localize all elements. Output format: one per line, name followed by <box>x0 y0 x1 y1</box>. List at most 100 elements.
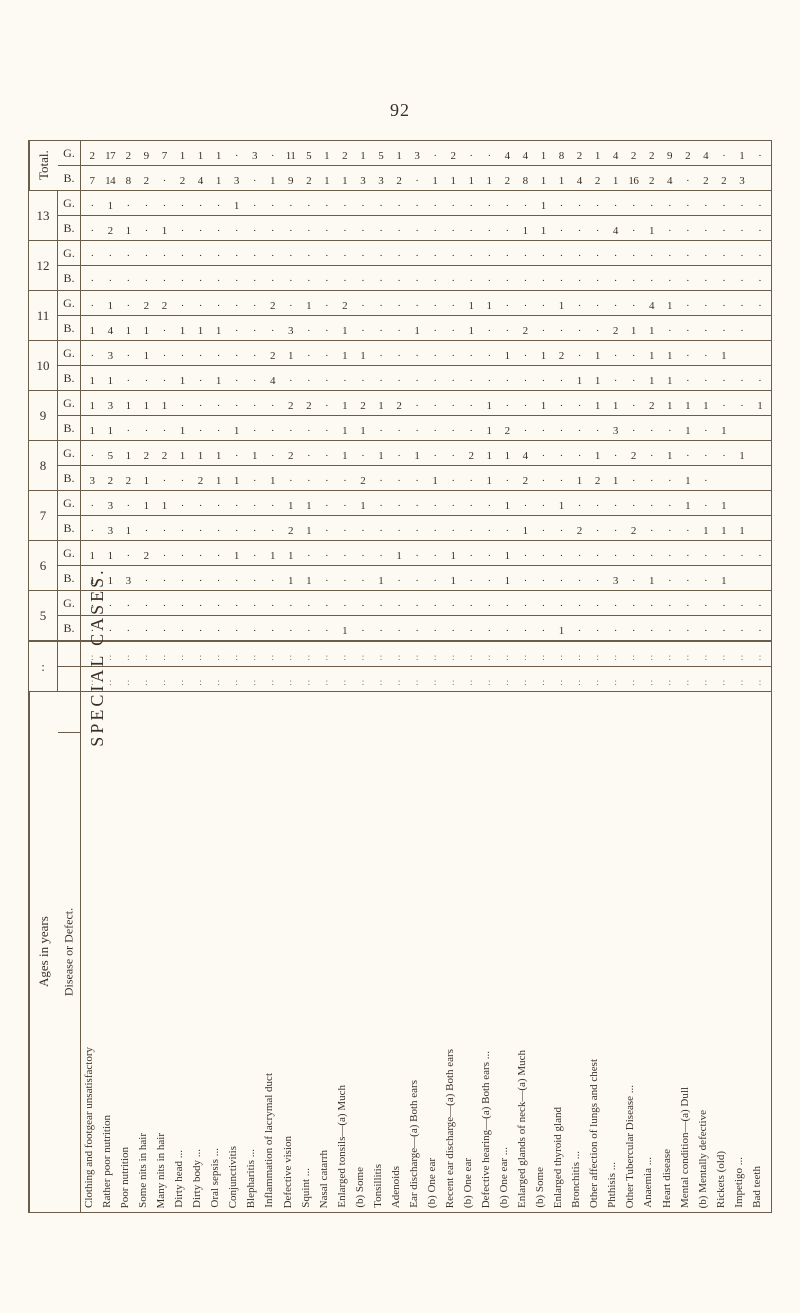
table-cell: 14 <box>101 172 119 190</box>
table-cell: · <box>606 297 624 315</box>
table-cell: · <box>715 372 733 390</box>
table-cell: · <box>624 247 642 265</box>
table-cell: · <box>498 397 516 415</box>
table-cell: 2 <box>516 472 534 490</box>
table-cell: 1 <box>227 547 245 565</box>
table-cell: · <box>83 497 101 515</box>
age-row: 13G.·1······1················1··········… <box>29 190 771 240</box>
table-cell: · <box>715 247 733 265</box>
disease-item: Conjunctivitis <box>227 1144 245 1208</box>
table-cell: 4 <box>606 222 624 240</box>
table-cell: · <box>191 272 209 290</box>
table-cell: · <box>372 522 390 540</box>
age-row: 11G.·1·22·····2·1·2······11···1····41···… <box>29 290 771 340</box>
dot-cell: : <box>733 673 751 691</box>
table-cell: · <box>209 547 227 565</box>
table-cell: 1 <box>101 422 119 440</box>
table-cell: 1 <box>101 547 119 565</box>
table-cell: · <box>354 372 372 390</box>
table-cell: · <box>606 622 624 640</box>
table-cell: · <box>480 597 498 615</box>
table-cell: · <box>462 272 480 290</box>
table-cell: · <box>642 622 660 640</box>
disease-item: Mental condition—(a) Dull <box>679 1085 697 1208</box>
table-cell: · <box>245 197 263 215</box>
age-row: Total.G.217297111·3·115121513·2··4418214… <box>29 140 771 190</box>
table-cell: · <box>480 222 498 240</box>
table-cell: · <box>191 397 209 415</box>
table-cell: 1 <box>336 347 354 365</box>
table-cell: · <box>516 597 534 615</box>
table-cell: 1 <box>715 422 733 440</box>
table-cell: · <box>715 397 733 415</box>
table-cell: · <box>390 322 408 340</box>
table-cell: · <box>318 347 336 365</box>
age-cell: 13 <box>29 191 58 240</box>
table-cell: · <box>679 447 697 465</box>
table-cell: · <box>408 597 426 615</box>
age-row: 9G.13111······22·1212····1··1··11·2111··… <box>29 390 771 440</box>
table-cell: · <box>245 497 263 515</box>
table-cell: 1 <box>263 172 281 190</box>
dot-cell: : <box>462 648 480 666</box>
table-cell: · <box>408 172 426 190</box>
table-cell: · <box>462 597 480 615</box>
table-cell: · <box>534 472 552 490</box>
table-cell: · <box>119 247 137 265</box>
table-cell: · <box>733 222 751 240</box>
sex-cell: G. <box>58 491 81 515</box>
table-cell: 3 <box>101 347 119 365</box>
disease-item: Poor nutrition <box>119 1145 137 1208</box>
table-cell: 2 <box>570 522 588 540</box>
table-cell: · <box>282 247 300 265</box>
table-cell: · <box>733 372 751 390</box>
dot-cell: : <box>372 648 390 666</box>
table-cell: 1 <box>83 422 101 440</box>
table-cell: · <box>570 197 588 215</box>
table-cell: · <box>300 247 318 265</box>
table-cell: 2 <box>155 297 173 315</box>
table-cell: 2 <box>282 522 300 540</box>
table-cell: · <box>354 447 372 465</box>
table-cell: · <box>679 622 697 640</box>
dot-cell: : <box>606 648 624 666</box>
table-cell: · <box>372 547 390 565</box>
table-cell: 1 <box>480 172 498 190</box>
table-cell: 1 <box>137 347 155 365</box>
table-cell: · <box>534 422 552 440</box>
table-cell: · <box>462 147 480 165</box>
table-cell: · <box>155 197 173 215</box>
table-cell: 2 <box>642 397 660 415</box>
dot-cell: : <box>191 673 209 691</box>
age-cell: 8 <box>29 441 58 490</box>
table-cell: · <box>679 197 697 215</box>
disease-item: Other Tubercular Disease ... <box>624 1083 642 1208</box>
table-cell: 5 <box>101 447 119 465</box>
table-cell: · <box>661 597 679 615</box>
table-cell: · <box>606 497 624 515</box>
age-cell: 6 <box>29 541 58 590</box>
table-cell: · <box>480 572 498 590</box>
table-cell: · <box>227 397 245 415</box>
table-cell: · <box>697 547 715 565</box>
table-cell: · <box>498 597 516 615</box>
table-cell: 3 <box>354 172 372 190</box>
table-cell: 1 <box>570 472 588 490</box>
table-cell: · <box>119 297 137 315</box>
dot-cell: : <box>642 648 660 666</box>
table-cell: · <box>336 497 354 515</box>
table-cell: 11 <box>282 147 300 165</box>
dot-cell: : <box>624 648 642 666</box>
table-cell: 1 <box>227 197 245 215</box>
dot-cell: : <box>336 648 354 666</box>
table-cell: 2 <box>354 397 372 415</box>
table-cell: · <box>263 622 281 640</box>
table-cell: · <box>137 222 155 240</box>
age-cell: 10 <box>29 341 58 390</box>
table-cell: · <box>534 622 552 640</box>
table-cell: · <box>173 297 191 315</box>
table-cell: 1 <box>173 372 191 390</box>
table-cell: 1 <box>751 397 769 415</box>
disease-item: Enlarged thyroid gland <box>552 1105 570 1208</box>
special-cases-table: Total.G.217297111·3·115121513·2··4418214… <box>28 140 772 1213</box>
